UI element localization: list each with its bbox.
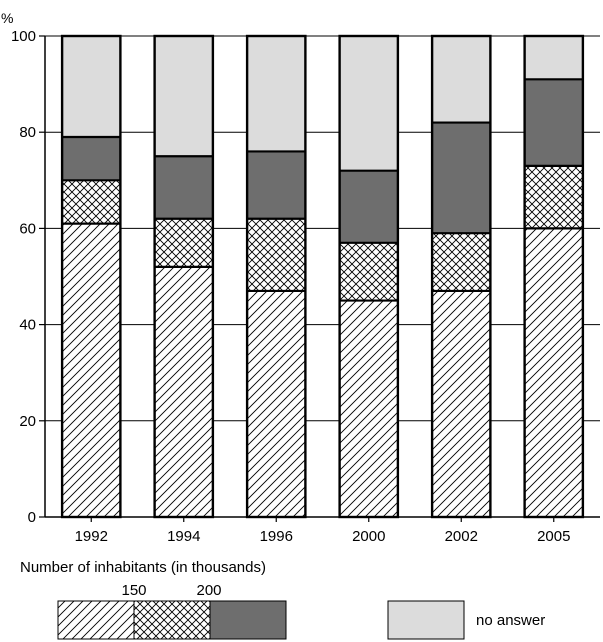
bars (60, 34, 585, 519)
bar-segment-2005-s0 (524, 227, 584, 518)
y-tick-label: 100 (11, 28, 36, 45)
bar-segment-2000-s0 (339, 300, 399, 518)
legend-swatch-dark (209, 600, 287, 640)
y-tick-label: 20 (19, 413, 36, 430)
bar-segment-1992-s3 (61, 35, 121, 138)
x-tick-label-1992: 1992 (75, 528, 108, 545)
y-unit-label: % (1, 10, 13, 26)
x-tick-label-2000: 2000 (352, 528, 385, 545)
bar-segment-2000-s1 (339, 242, 399, 302)
bar-segment-1996-s0 (246, 290, 306, 518)
bar-segment-2002-s3 (431, 35, 491, 124)
legend-swatch-200 (133, 600, 211, 640)
legend: Number of inhabitants (in thousands) 150… (20, 559, 545, 640)
legend-label-no-answer: no answer (476, 612, 545, 629)
gridlines (45, 35, 600, 422)
legend-swatch-no-answer (387, 600, 465, 640)
bar-segment-1996-s2 (246, 150, 306, 220)
legend-title: Number of inhabitants (in thousands) (20, 559, 266, 576)
y-tick-labels: 0 20 40 60 80 100 (11, 28, 36, 526)
bar-segment-2002-s1 (431, 232, 491, 292)
y-tick-label: 60 (19, 220, 36, 237)
legend-label-150: 150 (121, 582, 146, 599)
x-tick-label-2002: 2002 (445, 528, 478, 545)
y-tick-label: 80 (19, 124, 36, 141)
bar-segment-1992-s2 (61, 136, 121, 181)
bar-segment-1994-s2 (154, 155, 214, 220)
bar-segment-2005-s3 (524, 35, 584, 80)
bar-segment-2005-s1 (524, 165, 584, 229)
bar-segment-2002-s0 (431, 290, 491, 518)
bar-segment-2005-s2 (524, 78, 584, 167)
x-tick-label-1996: 1996 (260, 528, 293, 545)
bar-segment-1994-s1 (154, 218, 214, 268)
axes (39, 35, 600, 522)
legend-swatch-150 (57, 600, 135, 640)
x-tick-label-2005: 2005 (537, 528, 570, 545)
bar-segment-2000-s3 (339, 35, 399, 172)
bar-segment-1994-s3 (154, 35, 214, 157)
y-tick-label: 40 (19, 317, 36, 334)
x-tick-label-1994: 1994 (167, 528, 200, 545)
bar-segment-1996-s1 (246, 218, 306, 292)
bar-segment-1996-s3 (246, 35, 306, 152)
bar-segment-1994-s0 (154, 266, 214, 518)
bar-segment-1992-s1 (61, 179, 121, 225)
bar-segment-2000-s2 (339, 170, 399, 244)
legend-label-200: 200 (196, 582, 221, 599)
bar-segment-1992-s0 (61, 223, 121, 518)
bar-segment-2002-s2 (431, 122, 491, 234)
y-tick-label: 0 (28, 509, 36, 526)
x-tick-labels: 1992 1994 1996 2000 2002 2005 (75, 528, 571, 545)
